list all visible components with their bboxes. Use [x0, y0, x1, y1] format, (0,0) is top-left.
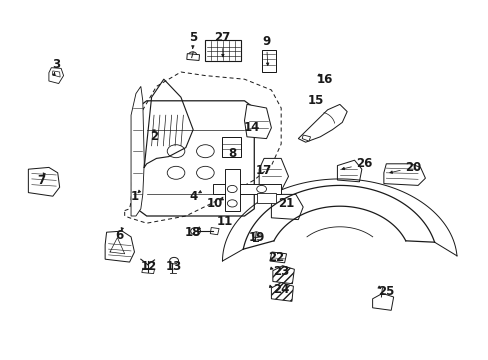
Polygon shape: [131, 86, 144, 216]
Text: 19: 19: [248, 231, 264, 244]
Text: 4: 4: [189, 190, 197, 203]
Polygon shape: [210, 228, 219, 235]
Text: 21: 21: [277, 197, 294, 210]
Polygon shape: [244, 104, 271, 139]
Text: 11: 11: [216, 215, 233, 228]
Polygon shape: [212, 184, 281, 194]
Text: 27: 27: [214, 31, 230, 44]
Polygon shape: [28, 167, 60, 196]
Text: 1: 1: [130, 190, 138, 203]
Polygon shape: [224, 169, 239, 211]
Polygon shape: [383, 164, 425, 185]
Polygon shape: [271, 194, 303, 220]
Text: 25: 25: [377, 285, 394, 298]
FancyBboxPatch shape: [261, 50, 276, 72]
Polygon shape: [105, 231, 134, 262]
Text: 22: 22: [267, 251, 284, 264]
Polygon shape: [259, 158, 288, 191]
Polygon shape: [186, 54, 199, 60]
Polygon shape: [142, 268, 154, 274]
Text: 17: 17: [255, 165, 272, 177]
Polygon shape: [271, 283, 293, 301]
Text: 16: 16: [316, 73, 333, 86]
Polygon shape: [49, 68, 63, 84]
Polygon shape: [302, 135, 310, 141]
Polygon shape: [137, 101, 254, 216]
Text: 7: 7: [38, 174, 45, 186]
Text: 3: 3: [52, 58, 60, 71]
Text: 23: 23: [272, 265, 289, 278]
Text: 9: 9: [262, 35, 270, 48]
Polygon shape: [372, 293, 393, 310]
Text: 2: 2: [150, 130, 158, 143]
Text: 8: 8: [228, 147, 236, 159]
Text: 5: 5: [189, 31, 197, 44]
Text: 10: 10: [206, 197, 223, 210]
FancyBboxPatch shape: [222, 137, 241, 157]
FancyBboxPatch shape: [205, 40, 241, 61]
Text: 18: 18: [184, 226, 201, 239]
Text: 20: 20: [404, 161, 421, 174]
Polygon shape: [337, 160, 361, 182]
Polygon shape: [298, 104, 346, 142]
Text: 12: 12: [141, 260, 157, 273]
Polygon shape: [52, 71, 60, 77]
Polygon shape: [256, 193, 276, 203]
Text: 14: 14: [243, 121, 260, 134]
Polygon shape: [272, 266, 294, 284]
Text: 24: 24: [272, 283, 289, 296]
Text: 6: 6: [116, 229, 123, 242]
Text: 13: 13: [165, 260, 182, 273]
Polygon shape: [269, 252, 286, 263]
Text: 15: 15: [306, 94, 323, 107]
Text: 26: 26: [355, 157, 372, 170]
